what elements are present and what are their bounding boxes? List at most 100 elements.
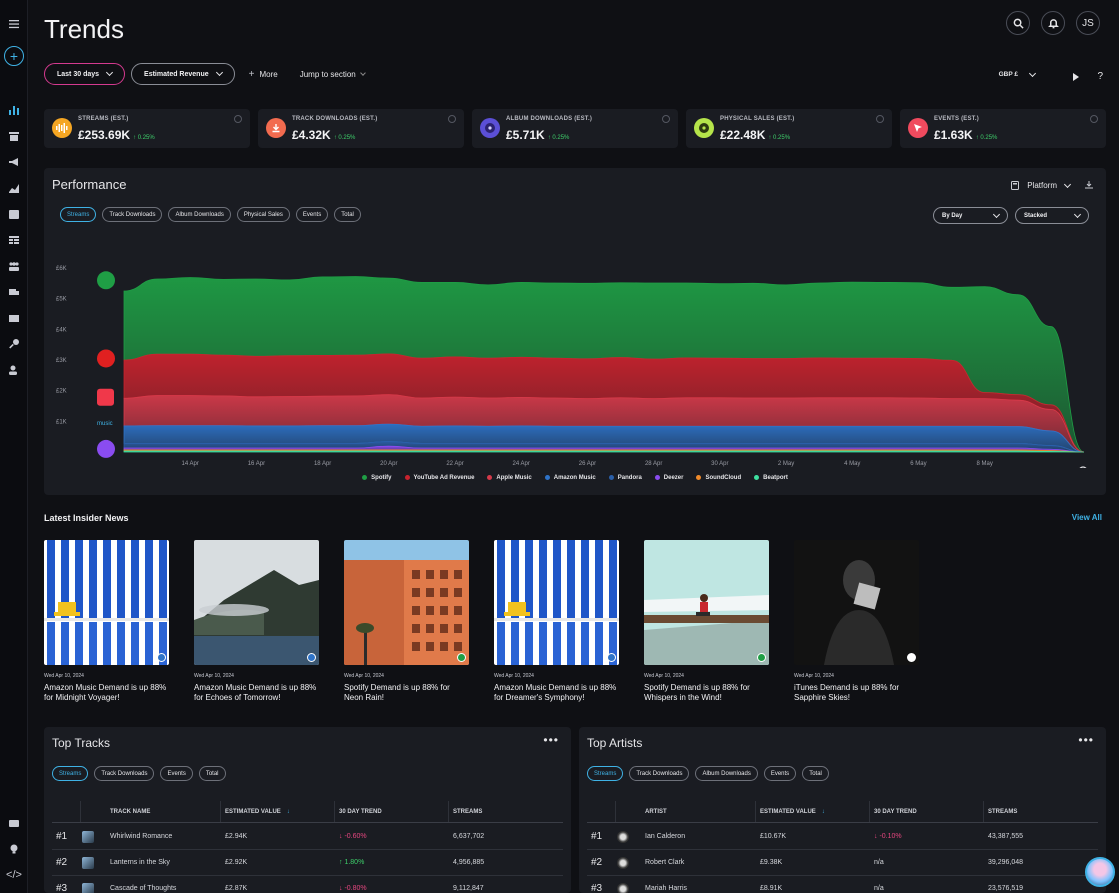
column-header[interactable]: STREAMS: [988, 801, 1017, 822]
kpi-card: PHYSICAL SALES (EST.) £22.48K ↑ 0.25%: [686, 109, 892, 148]
tab-physical-sales[interactable]: Physical Sales: [236, 207, 290, 222]
tab-total[interactable]: Total: [802, 766, 829, 781]
cursor-icon: [908, 118, 928, 138]
tab-total[interactable]: Total: [198, 766, 226, 781]
sort-arrow-icon[interactable]: ↓: [821, 808, 825, 815]
view-all-link[interactable]: View All: [1071, 513, 1102, 522]
avatar: [617, 824, 629, 849]
release-nav-icon[interactable]: [6, 815, 22, 831]
tab-album-downloads[interactable]: Album Downloads: [695, 766, 758, 781]
platform-select[interactable]: Platform: [1011, 180, 1072, 190]
interval-select[interactable]: By Day: [933, 207, 1008, 224]
jump-to-section[interactable]: Jump to section: [292, 70, 373, 79]
plus-icon: +: [248, 68, 255, 80]
platform-badge-icon: [607, 653, 616, 662]
ideas-nav-icon[interactable]: [6, 841, 22, 857]
news-card[interactable]: Wed Apr 10, 2024 Amazon Music Demand is u…: [494, 540, 619, 703]
table-row[interactable]: #3 Cascade of Thoughts £2.87K ↓ -0.80% 9,112…: [52, 876, 563, 893]
notifications-button[interactable]: [1041, 11, 1065, 35]
news-card[interactable]: Wed Apr 10, 2024 Spotify Demand is up 88%…: [644, 540, 769, 703]
column-header[interactable]: ARTIST: [645, 801, 667, 822]
news-card[interactable]: Wed Apr 10, 2024 Spotify Demand is up 88%…: [344, 540, 469, 703]
news-card[interactable]: Wed Apr 10, 2024 Amazon Music Demand is u…: [44, 540, 169, 703]
legend-item[interactable]: YouTube Ad Revenue: [404, 475, 474, 481]
table-row[interactable]: #1 Whirlwind Romance £2.94K ↓ -0.60% 6,637,7…: [52, 824, 563, 850]
search-button[interactable]: [1006, 11, 1030, 35]
download-icon[interactable]: [1084, 180, 1094, 190]
legend-item[interactable]: Pandora: [608, 475, 642, 481]
kpi-card: STREAMS (EST.) £253.69K ↑ 0.25%: [44, 109, 250, 148]
info-icon[interactable]: [234, 115, 242, 123]
legend-item[interactable]: Beatport: [754, 475, 788, 481]
catalog-nav-icon[interactable]: [6, 128, 22, 144]
column-header[interactable]: TRACK NAME: [110, 801, 150, 822]
play-icon[interactable]: [1073, 73, 1079, 81]
more-options-icon[interactable]: •••: [543, 733, 559, 747]
key-nav-icon[interactable]: [6, 336, 22, 352]
column-header[interactable]: 30 DAY TREND: [874, 801, 917, 822]
table-row[interactable]: #3 Mariah Harris £8.91K n/a 23,576,519: [587, 876, 1098, 893]
info-icon[interactable]: [876, 115, 884, 123]
more-options-icon[interactable]: •••: [1078, 733, 1094, 747]
table-row[interactable]: #2 Robert Clark £9.38K n/a 39,296,048: [587, 850, 1098, 876]
tab-album-downloads[interactable]: Album Downloads: [168, 207, 231, 222]
tab-events[interactable]: Events: [763, 766, 797, 781]
sort-arrow-icon[interactable]: ↓: [286, 808, 290, 815]
calculator-icon: [1011, 181, 1020, 190]
tab-streams[interactable]: Streams: [587, 766, 624, 781]
legend-item[interactable]: Amazon Music: [544, 475, 596, 481]
platform-badge-icon: [457, 653, 466, 662]
assistant-avatar[interactable]: [1085, 857, 1115, 887]
legend-item[interactable]: Apple Music: [487, 475, 532, 481]
campaign-nav-icon[interactable]: [6, 154, 22, 170]
row-streams: 6,637,702: [453, 833, 485, 840]
currency-select[interactable]: GBP £: [999, 69, 1037, 78]
column-header[interactable]: ESTIMATED VALUE ↓: [225, 801, 290, 822]
add-icon[interactable]: +: [4, 46, 24, 66]
tab-track-downloads[interactable]: Track Downloads: [629, 766, 690, 781]
table-nav-icon[interactable]: [6, 232, 22, 248]
avatar[interactable]: JS: [1076, 11, 1100, 35]
table-row[interactable]: #2 Lanterns in the Sky £2.92K ↑ 1.80% 4,956,…: [52, 850, 563, 876]
row-trend: ↓ -0.10%: [874, 833, 902, 840]
metric-select[interactable]: Estimated Revenue: [131, 63, 235, 85]
inventory-nav-icon[interactable]: [6, 310, 22, 326]
period-select[interactable]: Last 30 days: [44, 63, 126, 85]
mode-select[interactable]: Stacked: [1015, 207, 1089, 224]
user-settings-nav-icon[interactable]: [6, 362, 22, 378]
tab-streams[interactable]: Streams: [52, 766, 89, 781]
table-row[interactable]: #1 Ian Calderon £10.67K ↓ -0.10% 43,387,555: [587, 824, 1098, 850]
tab-total[interactable]: Total: [334, 207, 361, 222]
column-header[interactable]: ESTIMATED VALUE ↓: [760, 801, 825, 822]
audience-nav-icon[interactable]: [6, 258, 22, 274]
analytics-nav-icon[interactable]: [6, 180, 22, 196]
info-icon[interactable]: [662, 115, 670, 123]
legend-label: SoundCloud: [705, 475, 742, 482]
tab-track-downloads[interactable]: Track Downloads: [102, 207, 163, 222]
shipping-nav-icon[interactable]: [6, 284, 22, 300]
news-date: Wed Apr 10, 2024: [644, 673, 684, 679]
news-card[interactable]: Wed Apr 10, 2024 Amazon Music Demand is u…: [194, 540, 319, 703]
calendar-nav-icon[interactable]: [6, 206, 22, 222]
code-nav-icon[interactable]: </>: [6, 869, 22, 881]
more-button[interactable]: + More: [241, 69, 286, 80]
chevron-down-icon: [359, 69, 366, 76]
tab-track-downloads[interactable]: Track Downloads: [94, 766, 155, 781]
legend-item[interactable]: Spotify: [362, 475, 392, 481]
column-header[interactable]: STREAMS: [453, 801, 482, 822]
legend-item[interactable]: SoundCloud: [696, 475, 741, 481]
help-icon[interactable]: ?: [1097, 71, 1103, 82]
legend-swatch: [362, 475, 368, 480]
tab-streams[interactable]: Streams: [60, 207, 97, 222]
waveform-icon: [52, 118, 72, 138]
column-header[interactable]: 30 DAY TREND: [339, 801, 382, 822]
legend-item[interactable]: Deezer: [654, 475, 683, 481]
tab-events[interactable]: Events: [160, 766, 193, 781]
kpi-value: £253.69K ↑ 0.25%: [78, 128, 155, 142]
trends-nav-icon[interactable]: [6, 102, 22, 118]
tab-events[interactable]: Events: [295, 207, 329, 222]
news-card[interactable]: Wed Apr 10, 2024 iTunes Demand is up 88% …: [794, 540, 919, 703]
menu-icon[interactable]: [6, 16, 22, 32]
info-icon[interactable]: [448, 115, 456, 123]
info-icon[interactable]: [1090, 115, 1098, 123]
